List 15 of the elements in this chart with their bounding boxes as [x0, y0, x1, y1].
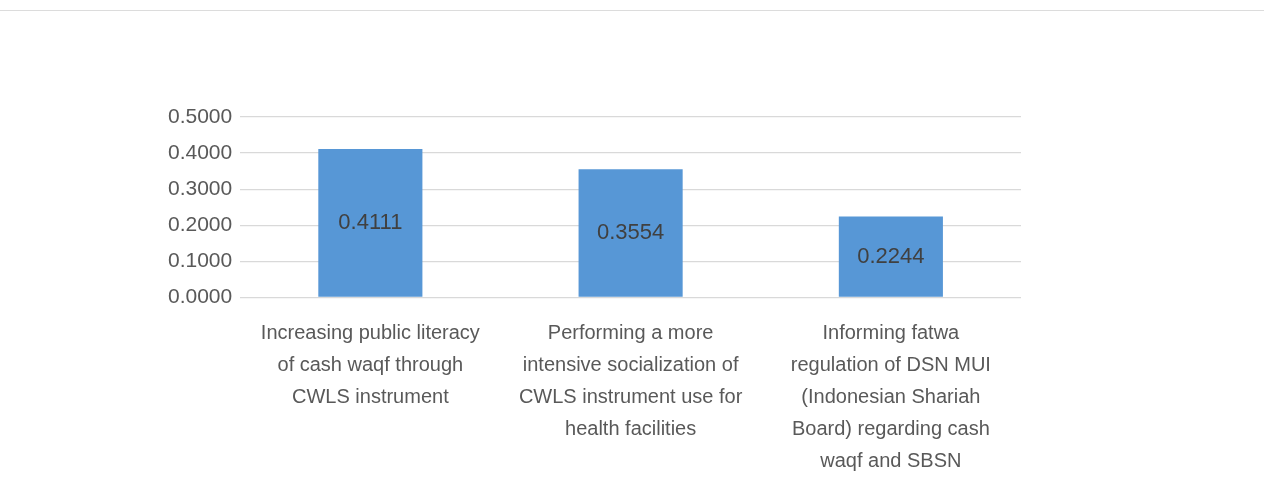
data-label: 0.2244 [857, 242, 925, 268]
y-tick-label: 0.2000 [168, 212, 233, 236]
y-tick-label: 0.4000 [168, 139, 233, 163]
bar [578, 169, 683, 297]
y-tick-label: 0.5000 [168, 103, 233, 127]
bar [318, 149, 423, 297]
y-tick-label: 0.3000 [168, 176, 233, 199]
x-tick-label: Informing fatwa regulation of DSN MUI (Indonesian Shariah Board) regarding cash waqf and SBSN [790, 321, 991, 472]
bar [838, 216, 943, 297]
y-tick-label: 0.0000 [168, 284, 233, 308]
x-tick-label: Performing a more intensive socialization of CWLS instrument use for health facilities [518, 321, 743, 440]
x-tick-label: Increasing public literacy of cash waqf through CWLS instrument [260, 321, 480, 408]
y-tick-label: 0.1000 [168, 248, 233, 272]
data-label: 0.4111 [338, 209, 403, 235]
data-label: 0.3554 [596, 219, 665, 245]
